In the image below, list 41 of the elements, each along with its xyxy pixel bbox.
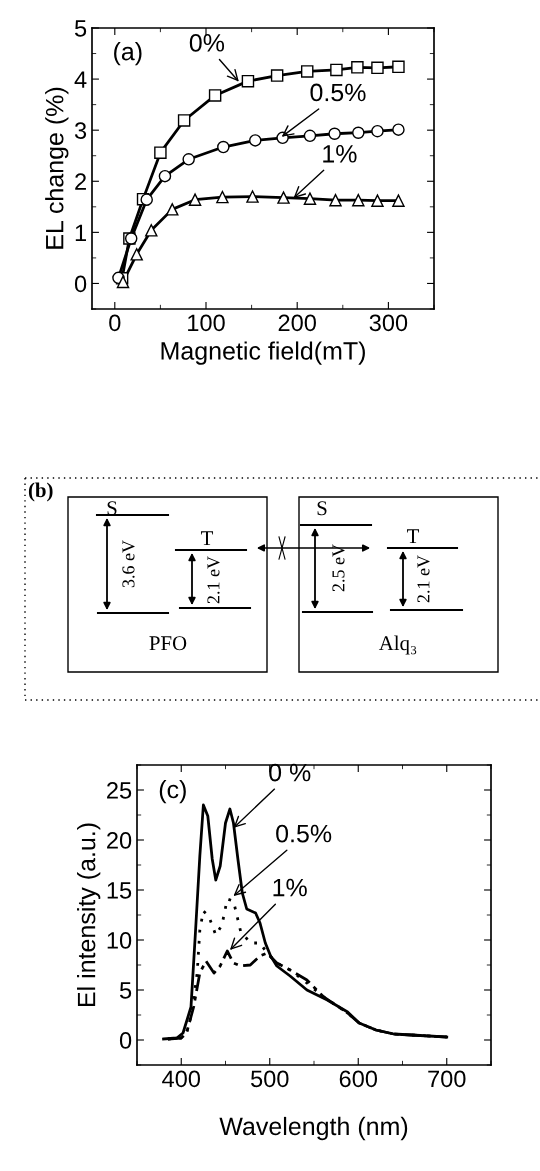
y-axis-title: El intensity (a.u.) [77, 823, 101, 1007]
x-tick-label: 700 [428, 1070, 466, 1088]
annotation: 1% [323, 145, 357, 163]
annotation: (a) [114, 42, 142, 66]
text: 2.1 eV [207, 556, 220, 604]
y-tick-label: 25 [107, 782, 132, 799]
annotation: 0% [189, 34, 225, 52]
text: 3.6 eV [122, 540, 135, 588]
y-tick-label: 15 [107, 882, 132, 899]
annotation: 0.5% [310, 83, 366, 102]
y-tick-label: 3 [74, 122, 87, 139]
text: PFO [149, 636, 187, 651]
x-tick-label: 200 [278, 314, 316, 332]
x-tick-label: 100 [188, 314, 225, 332]
text: S [317, 501, 327, 516]
annotation: (c) [159, 780, 186, 804]
y-tick-label: 20 [107, 832, 132, 849]
y-tick-label: 5 [74, 20, 87, 37]
x-axis-title: Wavelength (nm) [219, 1116, 408, 1141]
x-tick-label: 600 [339, 1070, 378, 1088]
text: 2.1 eV [417, 555, 430, 603]
text: Alq₃ [378, 635, 417, 655]
text: 2.5 eV [332, 544, 345, 592]
y-tick-label: 0 [119, 1032, 132, 1049]
text: (b) [28, 482, 53, 502]
text: T [407, 529, 420, 544]
y-tick-label: 0 [74, 275, 87, 293]
annotation: 0.5% [276, 824, 332, 843]
annotation: 0 % [269, 763, 311, 782]
y-tick-label: 2 [75, 173, 86, 190]
y-tick-label: 4 [74, 71, 87, 88]
x-axis-title: Magnetic field(mT) [161, 341, 365, 365]
y-tick-label: 10 [107, 932, 132, 949]
y-axis-title: EL change (%) [45, 87, 69, 249]
annotation: 1% [273, 878, 307, 897]
y-tick-label: 1 [75, 224, 86, 241]
x-tick-label: 300 [369, 314, 408, 332]
text: T [201, 531, 214, 546]
y-tick-label: 5 [119, 982, 132, 999]
x-tick-label: 500 [251, 1070, 289, 1088]
x-tick-label: 400 [162, 1070, 201, 1088]
